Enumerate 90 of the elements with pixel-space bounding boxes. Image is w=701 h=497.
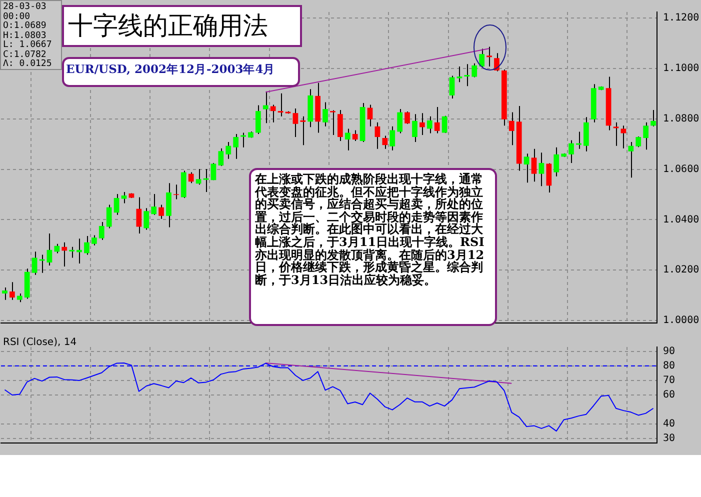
y-tick-label: 1.1200 bbox=[663, 12, 700, 24]
candlestick bbox=[420, 112, 425, 136]
y-tick-label: 70 bbox=[663, 375, 676, 386]
candlestick bbox=[114, 193, 120, 216]
candlestick bbox=[390, 126, 396, 151]
candlestick bbox=[426, 116, 432, 134]
y-tick-label: 30 bbox=[663, 433, 676, 444]
text: 在上涨或下跌的成熟阶段出现十字线，通常代表变盘的征兆。但不应把十字线作为独立的买卖信号，应结合超买与超卖，所处的位置，过后一、二个交易时段的走势等因素作出综合判断。在此图中可以看出，在经过大幅上涨之后，于3月11日出现十字线。RSI亦出现明显的发散顶背离。在随后的3月12日，价格继续下跌，形成黄昏之星。综合判断，于3月13日沽出应较为稳妥。 bbox=[255, 172, 484, 287]
candlestick bbox=[628, 142, 634, 178]
candlestick bbox=[46, 233, 52, 266]
candlestick bbox=[576, 131, 582, 150]
candlestick bbox=[174, 184, 179, 200]
candlestick bbox=[584, 116, 589, 152]
candlestick bbox=[76, 238, 82, 264]
candlestick bbox=[262, 90, 268, 124]
y-tick-label: 40 bbox=[663, 418, 676, 430]
candlestick bbox=[636, 136, 642, 148]
candlestick bbox=[404, 111, 410, 124]
candlestick bbox=[32, 251, 38, 276]
candlestick bbox=[218, 148, 224, 166]
candlestick bbox=[494, 52, 500, 72]
candlestick bbox=[121, 191, 127, 204]
candlestick bbox=[166, 182, 172, 228]
candlestick bbox=[568, 140, 574, 164]
candlestick bbox=[613, 122, 619, 146]
candlestick bbox=[412, 114, 418, 143]
candlestick bbox=[62, 242, 68, 268]
candlestick bbox=[397, 108, 402, 134]
candlestick bbox=[84, 236, 90, 256]
y-tick-label: 1.0400 bbox=[663, 214, 700, 226]
candlestick bbox=[210, 162, 216, 181]
candlestick bbox=[367, 104, 373, 127]
candlestick bbox=[106, 204, 112, 229]
text: EUR/USD, 2002年12月-2003年4月 bbox=[62, 57, 300, 87]
chart-title: 十字线的正确用法 bbox=[62, 5, 302, 47]
candlestick bbox=[188, 172, 194, 184]
candlestick bbox=[158, 204, 164, 220]
candlestick bbox=[456, 66, 462, 83]
candlestick bbox=[151, 193, 156, 216]
candlestick bbox=[508, 112, 514, 146]
candlestick bbox=[136, 196, 142, 234]
chart-title: RSI (Close), 14 bbox=[3, 337, 77, 348]
candlestick bbox=[472, 62, 478, 78]
candlestick bbox=[233, 133, 238, 160]
candlestick bbox=[278, 92, 284, 117]
candlestick bbox=[620, 125, 626, 149]
candlestick bbox=[144, 208, 150, 230]
candlestick bbox=[352, 130, 358, 142]
candlestick bbox=[442, 115, 448, 134]
y-tick-label: 60 bbox=[663, 390, 676, 401]
annotation: 28-03-03 00:00 O:1.0689 H:1.0803 L: 1.0667 C:1.0782 Λ: 0.0125 bbox=[0, 0, 62, 70]
candlestick bbox=[531, 148, 537, 182]
candlestick bbox=[344, 128, 350, 151]
candlestick bbox=[643, 122, 648, 150]
y-tick-label: 1.0600 bbox=[663, 164, 700, 175]
candlestick bbox=[292, 108, 298, 138]
candlestick bbox=[486, 46, 492, 67]
candlestick bbox=[256, 104, 261, 134]
candlestick bbox=[479, 48, 484, 68]
candlestick bbox=[449, 75, 455, 99]
y-tick-label: 90 bbox=[663, 346, 676, 357]
candlestick bbox=[92, 234, 97, 246]
candlestick bbox=[546, 162, 552, 193]
candlestick bbox=[374, 122, 380, 150]
candlestick bbox=[203, 168, 209, 192]
candlestick bbox=[10, 282, 15, 300]
candlestick bbox=[330, 110, 336, 136]
candlestick bbox=[554, 146, 560, 177]
candlestick bbox=[464, 64, 470, 87]
y-tick-label: 1.1000 bbox=[663, 63, 700, 74]
candlestick bbox=[2, 286, 8, 300]
candlestick bbox=[240, 132, 246, 148]
y-tick-label: 1.0800 bbox=[663, 113, 700, 124]
candlestick bbox=[196, 168, 202, 186]
candlestick bbox=[54, 243, 60, 254]
candlestick bbox=[98, 221, 104, 240]
candlestick bbox=[300, 116, 306, 146]
candlestick bbox=[226, 142, 232, 160]
candlestick bbox=[524, 153, 530, 184]
y-tick-label: 1.0200 bbox=[663, 264, 700, 276]
y-tick-label: 1.0000 bbox=[663, 315, 700, 326]
candlestick bbox=[69, 246, 74, 258]
candlestick bbox=[39, 254, 45, 274]
candlestick bbox=[338, 110, 343, 142]
candlestick bbox=[270, 104, 276, 123]
candlestick bbox=[382, 135, 388, 150]
y-tick-label: 80 bbox=[663, 360, 676, 372]
candlestick bbox=[322, 102, 328, 127]
candlestick bbox=[538, 152, 544, 187]
candlestick bbox=[434, 106, 440, 134]
